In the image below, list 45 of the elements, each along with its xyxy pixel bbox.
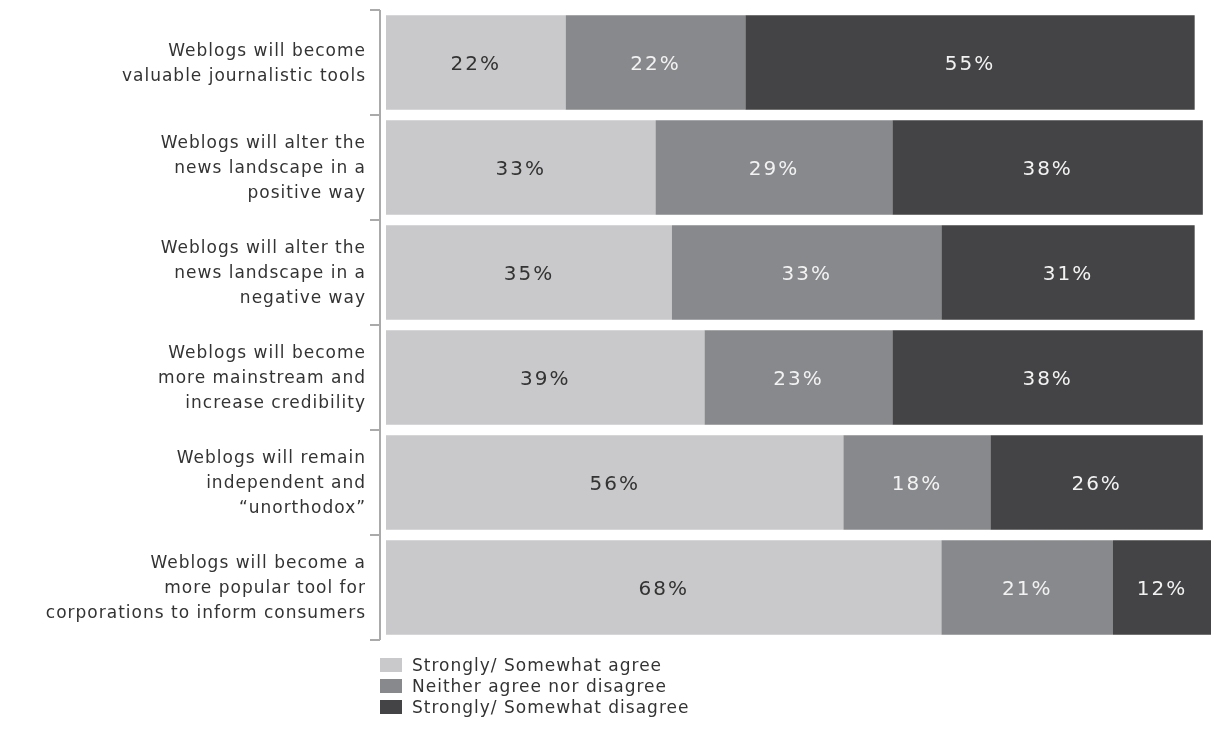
bar <box>892 330 1203 425</box>
y-tick-label: Weblogs will become valuable journalistic tools <box>121 39 366 85</box>
bar <box>386 225 672 320</box>
data-label: 56% <box>589 470 640 495</box>
bar <box>671 225 942 320</box>
bar <box>655 120 893 215</box>
data-label: 33% <box>495 155 546 180</box>
bar <box>386 15 566 110</box>
legend-label: Strongly/ Somewhat disagree <box>412 696 690 717</box>
data-label: 29% <box>748 155 800 180</box>
legend-label: Neither agree nor disagree <box>412 675 668 696</box>
bar <box>941 225 1195 320</box>
data-label: 31% <box>1042 260 1094 285</box>
data-label: 39% <box>520 365 571 390</box>
y-tick-label: Weblogs will become a more popular tool for corporations to inform consumers <box>45 552 366 623</box>
data-label: 35% <box>503 260 555 285</box>
bar <box>892 120 1203 215</box>
bar <box>386 540 942 635</box>
bar <box>745 15 1195 110</box>
data-label: 68% <box>638 575 689 600</box>
bar <box>386 435 844 530</box>
y-tick-label: Weblogs will alter the news landscape in a positive way <box>160 132 366 203</box>
data-label: 55% <box>944 50 996 75</box>
y-tick-label: Weblogs will alter the news landscape in a negative way <box>160 237 366 308</box>
data-label: 22% <box>450 50 502 75</box>
data-label: 33% <box>781 260 832 285</box>
data-label: 38% <box>1022 155 1073 180</box>
bar <box>386 330 705 425</box>
data-label: 18% <box>891 470 943 495</box>
bar <box>843 435 991 530</box>
bar <box>941 540 1113 635</box>
bar <box>565 15 746 110</box>
data-label: 21% <box>1001 575 1053 600</box>
data-label: 12% <box>1136 575 1188 600</box>
y-tick-label: Weblogs will remain independent and “unorthodox” <box>176 447 366 518</box>
data-label: 22% <box>630 50 681 75</box>
y-tick-label: Weblogs will become more mainstream and increase credibility <box>158 342 366 413</box>
bar <box>1112 540 1211 635</box>
bar <box>990 435 1203 530</box>
bar <box>386 120 656 215</box>
data-label: 26% <box>1071 470 1122 495</box>
data-label: 38% <box>1022 365 1073 390</box>
bar <box>704 330 893 425</box>
data-label: 23% <box>773 365 824 390</box>
legend-label: Strongly/ Somewhat agree <box>412 654 663 675</box>
